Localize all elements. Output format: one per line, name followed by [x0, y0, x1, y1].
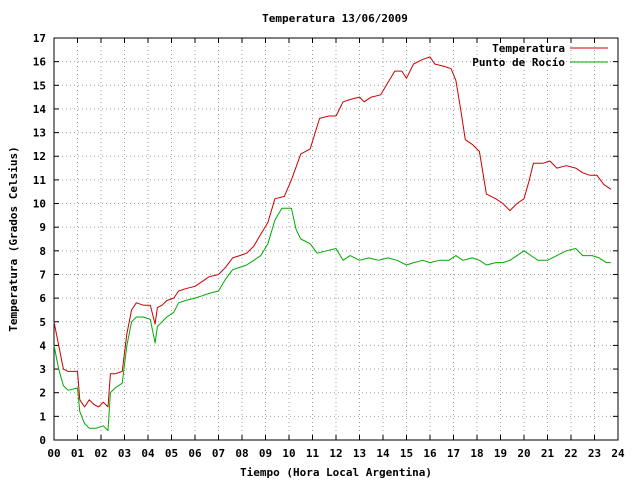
x-tick-label: 02: [94, 447, 107, 460]
x-tick-label: 21: [541, 447, 555, 460]
y-tick-label: 4: [39, 339, 46, 352]
x-tick-label: 09: [259, 447, 272, 460]
x-tick-label: 08: [235, 447, 248, 460]
axis-ticks: [53, 37, 619, 441]
x-tick-label: 15: [400, 447, 413, 460]
y-tick-label: 15: [33, 79, 46, 92]
chart-grid: [54, 38, 618, 440]
y-tick-label: 12: [33, 150, 46, 163]
x-tick-label: 19: [494, 447, 507, 460]
y-tick-label: 1: [39, 410, 46, 423]
y-tick-label: 16: [33, 56, 47, 69]
y-tick-label: 8: [39, 245, 46, 258]
series-line-temperatura: [53, 56, 612, 408]
x-tick-label: 22: [564, 447, 577, 460]
chart-title: Temperatura 13/06/2009: [262, 12, 408, 25]
y-tick-label: 7: [39, 268, 46, 281]
y-tick-label: 3: [39, 363, 46, 376]
x-tick-label: 11: [306, 447, 320, 460]
y-tick-label: 11: [33, 174, 47, 187]
x-axis-label: Tiempo (Hora Local Argentina): [240, 466, 432, 479]
x-tick-label: 17: [447, 447, 460, 460]
x-tick-label: 13: [353, 447, 366, 460]
x-tick-label: 20: [517, 447, 530, 460]
series-lines: [53, 56, 612, 431]
y-tick-label: 2: [39, 387, 46, 400]
y-tick-label: 13: [33, 127, 46, 140]
x-tick-labels: 00 01 02 03 04 05 06 07 08 09 10 11 12 13 14 15 16 17 18 19…: [47, 447, 625, 460]
x-tick-label: 12: [329, 447, 342, 460]
y-tick-label: 14: [33, 103, 47, 116]
y-tick-label: 0: [39, 434, 46, 447]
x-tick-label: 05: [165, 447, 178, 460]
y-tick-label: 9: [39, 221, 46, 234]
x-tick-label: 16: [423, 447, 437, 460]
legend-label-punto-de-rocio: Punto de Rocío: [472, 56, 565, 69]
legend: Temperatura Punto de Rocío: [472, 42, 608, 69]
x-tick-label: 24: [611, 447, 625, 460]
x-tick-label: 14: [376, 447, 390, 460]
y-tick-label: 10: [33, 198, 46, 211]
x-tick-label: 07: [212, 447, 225, 460]
x-tick-label: 04: [141, 447, 155, 460]
x-tick-label: 03: [118, 447, 131, 460]
y-axis-label: Temperatura (Grados Celsius): [7, 146, 20, 331]
legend-label-temperatura: Temperatura: [492, 42, 565, 55]
x-tick-label: 23: [588, 447, 601, 460]
x-tick-label: 00: [47, 447, 60, 460]
y-tick-label: 6: [39, 292, 46, 305]
x-tick-label: 10: [282, 447, 295, 460]
x-tick-label: 01: [71, 447, 85, 460]
x-tick-label: 18: [470, 447, 483, 460]
y-tick-label: 5: [39, 316, 46, 329]
series-line-punto-de-rocio: [53, 207, 611, 431]
y-tick-label: 17: [33, 32, 46, 45]
x-tick-label: 06: [188, 447, 202, 460]
